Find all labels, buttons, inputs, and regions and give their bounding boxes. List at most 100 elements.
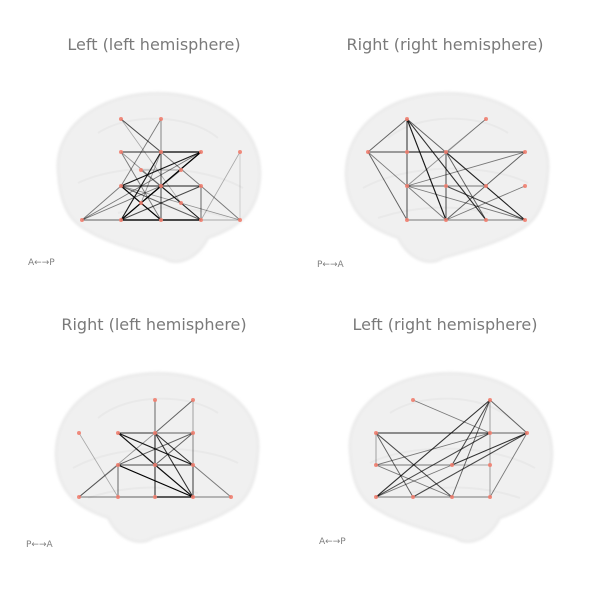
node [139,201,143,205]
node [116,495,120,499]
network-graph [374,398,529,499]
node [159,184,163,188]
connection-edge [140,151,162,204]
node [523,184,527,188]
node [488,495,492,499]
node [191,495,195,499]
connection-edge [445,118,487,153]
connection-edge [154,432,194,466]
node [444,218,448,222]
connection-edge [78,464,119,498]
orientation-label: P←→A [317,260,345,270]
node [374,495,378,499]
brain-outline [348,371,554,543]
node [374,463,378,467]
node [405,218,409,222]
node [119,218,123,222]
connection-edge [367,118,408,153]
node [179,201,183,205]
orientation-label: A←→P [28,258,55,268]
node [199,150,203,154]
connection-edge [200,151,241,221]
panel-left-right-hemisphere: Left (right hemisphere) A←→P [319,315,554,547]
panel-title: Left (left hemisphere) [67,35,240,54]
connection-edge [451,432,528,466]
panel-right-right-hemisphere: Right (right hemisphere) P←→A [317,35,550,270]
panel-title: Right (left hemisphere) [61,315,246,334]
connection-edge [375,399,491,498]
node [525,431,529,435]
connection-edge [451,399,491,498]
brain-outline [56,91,262,263]
panel-right-left-hemisphere: Right (left hemisphere) P←→A [26,315,260,550]
orientation-label: A←→P [319,537,346,547]
node [523,218,527,222]
node [488,463,492,467]
connection-edge [445,185,526,221]
node [484,184,488,188]
connection-edge [451,399,491,466]
node [139,168,143,172]
node [411,398,415,402]
node [179,168,183,172]
node [405,184,409,188]
connection-edge [120,118,162,187]
connection-edge [81,151,202,221]
panel-title: Right (right hemisphere) [347,35,544,54]
connection-edge [117,432,194,466]
node [484,218,488,222]
node [119,184,123,188]
network-graph [77,398,233,499]
connection-edge [120,185,202,221]
node [411,495,415,499]
node [153,398,157,402]
panel-left-left-hemisphere: Left (left hemisphere) A←→P [28,35,262,268]
connection-edge [412,432,528,498]
node [523,150,527,154]
node [191,463,195,467]
node [119,117,123,121]
connection-edge [406,185,526,221]
node [238,150,242,154]
node [191,431,195,435]
node [488,398,492,402]
node [444,150,448,154]
connection-edge [489,399,528,434]
node [444,184,448,188]
node [199,218,203,222]
network-graph [80,117,242,222]
connection-edge [154,399,194,434]
connection-edge [120,118,162,153]
node [119,150,123,154]
node [153,431,157,435]
brain-outline [54,371,260,543]
node [405,117,409,121]
brain-outline [344,91,550,263]
connection-edge [120,118,182,204]
connection-edge [78,432,119,498]
node [199,184,203,188]
connection-edge [412,399,491,434]
connection-edge [375,464,453,498]
node [77,431,81,435]
node [238,218,242,222]
connection-edge [81,185,162,221]
connection-edge [200,185,241,221]
node [366,150,370,154]
node [80,218,84,222]
node [450,463,454,467]
connection-edge [375,432,491,466]
node [488,431,492,435]
panel-title: Left (right hemisphere) [353,315,538,334]
node [191,398,195,402]
node [484,117,488,121]
connection-edge [81,185,122,221]
node [159,150,163,154]
node [405,150,409,154]
orientation-label: P←→A [26,540,54,550]
connection-edge [406,151,526,187]
connection-edge [489,432,528,498]
node [77,495,81,499]
node [159,117,163,121]
